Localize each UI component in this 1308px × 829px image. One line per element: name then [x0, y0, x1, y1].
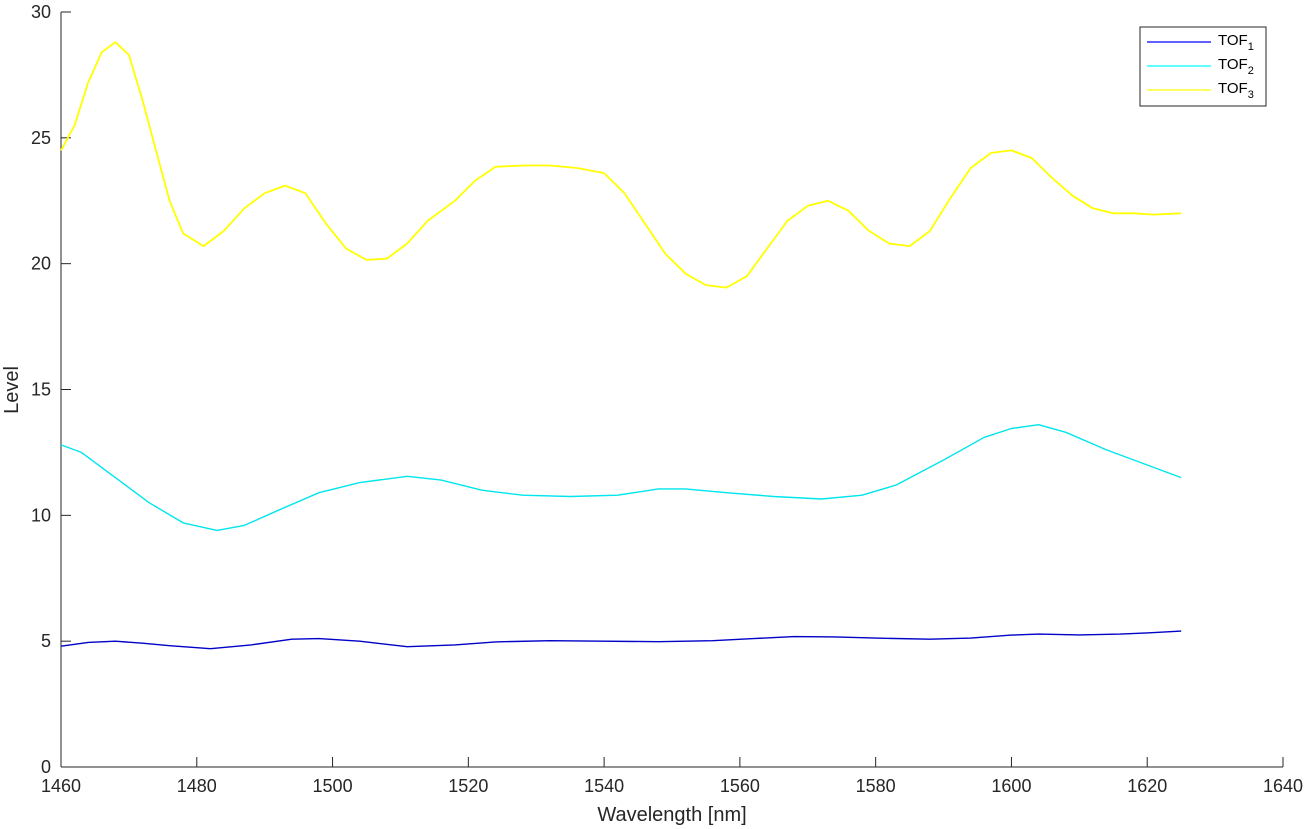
plot-area: 1460 1480 1500 1520 1540 1560 1580 1600 1620 1640…	[31, 2, 1303, 796]
x-tick-label: 1500	[313, 776, 353, 796]
x-tick-label: 1520	[448, 776, 488, 796]
x-tick-label: 1620	[1127, 776, 1167, 796]
legend-label-base: TOF	[1218, 56, 1248, 73]
legend-label-subscript: 2	[1248, 65, 1254, 77]
x-tick-label: 1480	[177, 776, 217, 796]
y-tick-label: 0	[41, 757, 51, 777]
x-axis-title: Wavelength [nm]	[597, 804, 746, 826]
legend-label-subscript: 1	[1248, 41, 1254, 53]
legend-label-2: TOF2	[1218, 56, 1254, 77]
series-lines	[60, 41, 1182, 650]
x-tick-label: 1580	[856, 776, 896, 796]
x-tick-label: 1600	[991, 776, 1031, 796]
y-tick-label: 15	[31, 380, 51, 400]
x-tick-label: 1640	[1263, 776, 1303, 796]
legend-label-base: TOF	[1218, 32, 1248, 49]
legend-label-3: TOF3	[1218, 80, 1254, 101]
legend-label-subscript: 3	[1248, 89, 1254, 101]
series-line-tof1	[60, 630, 1182, 650]
legend-label-base: TOF	[1218, 80, 1248, 97]
y-ticks: 0 5 10 15 20 25 30	[31, 2, 71, 777]
y-tick-label: 10	[31, 505, 51, 525]
x-ticks: 1460 1480 1500 1520 1540 1560 1580 1600 1620 1640	[41, 757, 1303, 796]
x-tick-label: 1460	[41, 776, 81, 796]
series-line-tof3	[60, 41, 1182, 289]
x-tick-label: 1540	[584, 776, 624, 796]
y-tick-label: 25	[31, 128, 51, 148]
y-tick-label: 20	[31, 254, 51, 274]
x-tick-label: 1560	[720, 776, 760, 796]
series-line-tof2	[60, 424, 1182, 532]
y-tick-label: 30	[31, 2, 51, 22]
y-axis-title: Level	[1, 366, 23, 414]
legend-label-1: TOF1	[1218, 32, 1254, 53]
y-tick-label: 5	[41, 631, 51, 651]
